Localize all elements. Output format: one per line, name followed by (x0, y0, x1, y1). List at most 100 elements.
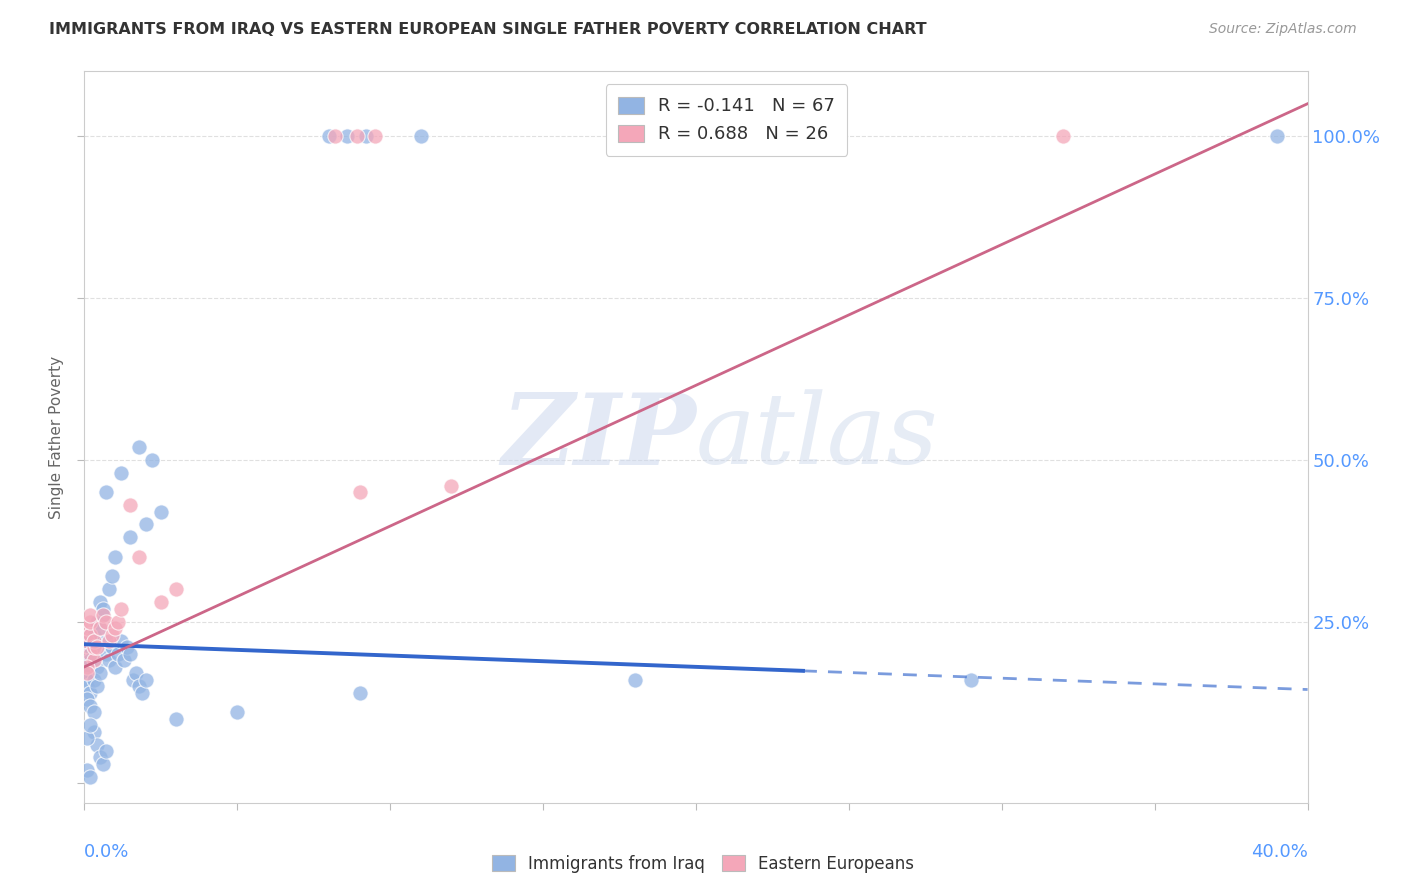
Point (104, 660, 127, 674)
Text: 40.0%: 40.0% (1251, 843, 1308, 861)
Point (83, 634, 105, 648)
Point (97, 582, 120, 597)
Point (97, 653, 120, 667)
Text: ZIP: ZIP (501, 389, 696, 485)
Point (94, 615, 117, 629)
Point (86, 660, 108, 674)
Point (76, 764, 98, 778)
Point (79, 770, 101, 784)
Point (91, 756, 114, 771)
Point (107, 647, 129, 661)
Point (349, 686, 371, 700)
Point (110, 601, 132, 615)
Point (83, 673, 105, 687)
Point (128, 679, 150, 693)
Point (336, 129, 359, 144)
Point (107, 615, 129, 629)
Point (89, 666, 111, 681)
Point (94, 634, 117, 648)
Point (112, 653, 135, 667)
Point (79, 640, 101, 655)
Point (141, 452, 163, 467)
Text: Source: ZipAtlas.com: Source: ZipAtlas.com (1209, 22, 1357, 37)
Point (76, 621, 98, 635)
Point (226, 705, 249, 719)
Point (79, 627, 101, 641)
Point (79, 686, 101, 700)
Point (76, 666, 98, 681)
Point (79, 627, 101, 641)
Point (79, 634, 101, 648)
Point (76, 679, 98, 693)
Point (83, 705, 105, 719)
Text: atlas: atlas (696, 390, 939, 484)
Point (79, 698, 101, 713)
Point (94, 647, 117, 661)
Point (120, 530, 142, 544)
Point (318, 129, 340, 144)
Point (76, 634, 98, 648)
Point (97, 634, 120, 648)
Point (79, 615, 101, 629)
Point (91, 608, 114, 623)
Text: IMMIGRANTS FROM IRAQ VS EASTERN EUROPEAN SINGLE FATHER POVERTY CORRELATION CHART: IMMIGRANTS FROM IRAQ VS EASTERN EUROPEAN… (49, 22, 927, 37)
Point (128, 549, 150, 564)
Point (960, 673, 983, 687)
Point (83, 647, 105, 661)
Point (89, 621, 111, 635)
Point (76, 660, 98, 674)
Point (79, 608, 101, 623)
Point (149, 504, 172, 518)
Point (120, 647, 142, 661)
Point (89, 750, 111, 764)
Point (104, 621, 127, 635)
Point (76, 634, 98, 648)
Legend: R = -0.141   N = 67, R = 0.688   N = 26: R = -0.141 N = 67, R = 0.688 N = 26 (606, 84, 848, 156)
Point (165, 582, 187, 597)
Point (83, 653, 105, 667)
Point (76, 731, 98, 745)
Point (89, 595, 111, 609)
Point (120, 498, 142, 512)
Point (86, 640, 108, 655)
Point (1265, 129, 1288, 144)
Point (101, 569, 124, 583)
Point (364, 129, 387, 144)
Point (149, 595, 172, 609)
Point (94, 744, 117, 758)
Text: 0.0%: 0.0% (84, 843, 129, 861)
Point (110, 634, 132, 648)
Point (94, 485, 117, 500)
Point (91, 601, 114, 615)
Point (83, 627, 105, 641)
Point (79, 660, 101, 674)
Point (79, 647, 101, 661)
Point (115, 640, 138, 655)
Point (165, 712, 187, 726)
Point (79, 653, 101, 667)
Point (86, 738, 108, 752)
Point (323, 129, 346, 144)
Point (76, 653, 98, 667)
Point (349, 485, 371, 500)
Point (76, 692, 98, 706)
Point (354, 129, 377, 144)
Point (83, 640, 105, 655)
Y-axis label: Single Father Poverty: Single Father Poverty (49, 356, 65, 518)
Point (76, 666, 98, 681)
Point (104, 549, 127, 564)
Point (128, 440, 150, 454)
Point (79, 718, 101, 732)
Point (83, 634, 105, 648)
Point (110, 466, 132, 480)
Point (409, 129, 432, 144)
Point (101, 640, 124, 655)
Point (440, 478, 463, 492)
Point (624, 673, 647, 687)
Point (86, 615, 108, 629)
Point (135, 517, 157, 532)
Point (122, 673, 145, 687)
Point (91, 608, 114, 623)
Point (76, 673, 98, 687)
Point (131, 686, 153, 700)
